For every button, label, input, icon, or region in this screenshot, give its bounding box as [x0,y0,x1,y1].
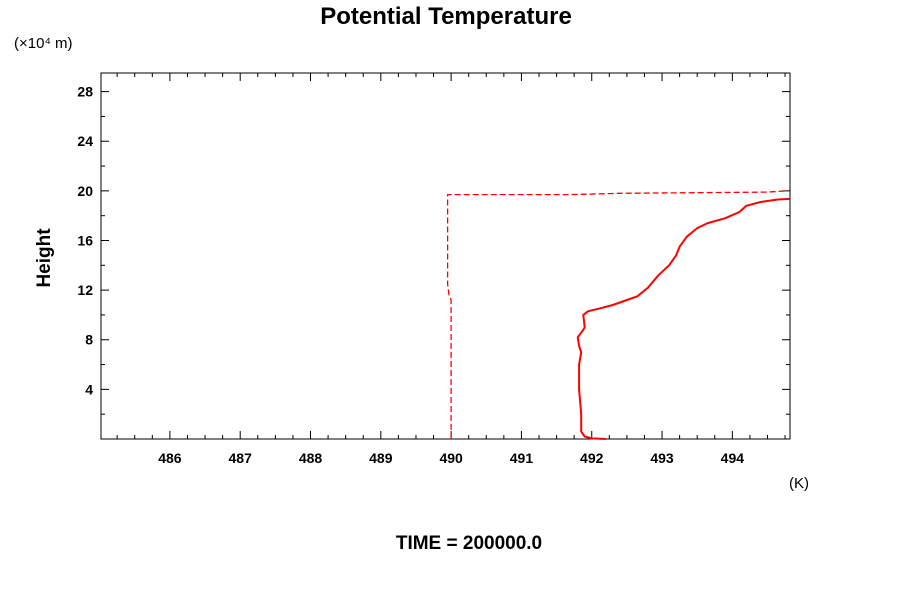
y-tick-label: 16 [77,232,93,248]
y-tick-label: 12 [77,282,93,298]
x-tick-label: 494 [721,450,745,466]
x-axis-unit: (K) [789,475,809,492]
y-tick-label: 4 [85,381,93,397]
time-label: TIME = 200000.0 [396,533,542,554]
series-line-dashed [446,190,786,439]
x-tick-label: 491 [510,450,534,466]
x-axis: 486 487 488 489 490 491 492 493 494 [116,73,786,466]
y-tick-label: 20 [77,183,93,199]
y-tick-label: 28 [77,84,93,100]
y-axis-unit: (×10⁴ m) [14,35,73,52]
x-tick-label: 489 [369,450,393,466]
y-axis-label: Height [34,228,55,288]
x-tick-label: 492 [580,450,604,466]
x-tick-label: 487 [229,450,253,466]
x-tick-label: 493 [650,450,674,466]
plot-frame [100,72,791,440]
x-tick-label: 486 [158,450,182,466]
series-layer [446,190,791,440]
y-axis: 4 8 12 16 20 24 28 [77,84,790,415]
y-tick-label: 8 [85,332,93,348]
chart-title: Potential Temperature [320,3,572,30]
x-tick-label: 488 [299,450,323,466]
y-tick-label: 24 [77,133,93,149]
series-line-solid [576,197,791,440]
x-tick-label: 490 [439,450,463,466]
